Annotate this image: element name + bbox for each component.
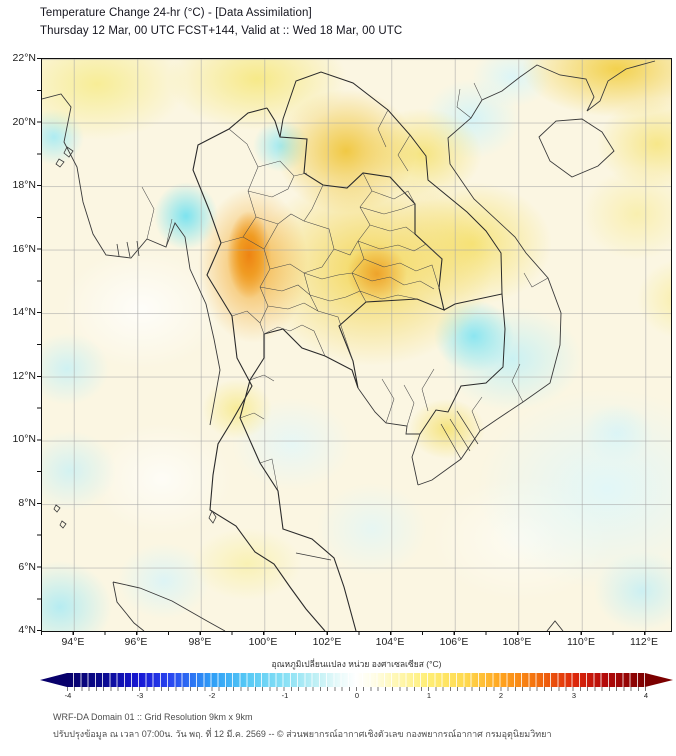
colorbar-tick-label: 4: [643, 691, 649, 700]
map-plot: [41, 58, 672, 632]
cambodia-coastline: [357, 387, 421, 486]
sumatra-coastline: [112, 581, 226, 631]
x-axis-ticks: [41, 631, 671, 635]
hainan-island: [538, 118, 615, 178]
y-tick-label: 14°N: [12, 306, 36, 318]
x-tick-label: 94°E: [61, 636, 85, 648]
page-title: Temperature Change 24-hr (°C) - [Data As…: [40, 7, 312, 19]
y-tick-label: 4°N: [18, 624, 36, 636]
colorbar-tick-label: 2: [498, 691, 504, 700]
x-tick-label: 104°E: [375, 636, 405, 648]
geography-overlay-svg: [42, 60, 656, 631]
footer-domain-info: WRF-DA Domain 01 :: Grid Resolution 9km …: [53, 712, 253, 722]
colorbar-minor-ticks: [67, 687, 646, 691]
colorbar-tick-label: -2: [208, 691, 216, 700]
page-subtitle: Thursday 12 Mar, 00 UTC FCST+144, Valid …: [40, 25, 403, 37]
latlon-gridlines: [42, 59, 671, 631]
laos-border: [279, 71, 503, 311]
colorbar-tick-label: -3: [136, 691, 144, 700]
y-tick-label: 20°N: [12, 116, 36, 128]
x-tick-label: 102°E: [312, 636, 342, 648]
y-tick-label: 16°N: [12, 243, 36, 255]
colorbar-right-arrow: [645, 673, 673, 687]
x-tick-label: 106°E: [439, 636, 469, 648]
x-tick-label: 96°E: [124, 636, 148, 648]
x-tick-label: 98°E: [188, 636, 212, 648]
rakhine-islands: [55, 146, 140, 258]
colorbar-tick-label: 0: [354, 691, 360, 700]
y-tick-label: 8°N: [18, 497, 36, 509]
x-tick-label: 108°E: [502, 636, 532, 648]
colorbar-left-arrow: [40, 673, 67, 687]
colorbar-gradient: [67, 673, 645, 687]
colorbar-tick-label: -1: [281, 691, 289, 700]
colorbar-tick-label: 1: [426, 691, 432, 700]
y-tick-label: 12°N: [12, 370, 36, 382]
colorbar-tick-label: -4: [64, 691, 72, 700]
y-tick-label: 22°N: [12, 52, 36, 64]
borneo-tip: [546, 620, 564, 631]
province-borders: [141, 82, 549, 492]
malaysia-border: [295, 552, 332, 561]
colorbar: [40, 673, 673, 687]
myanmar-coastline: [42, 93, 221, 426]
x-tick-label: 100°E: [248, 636, 278, 648]
footer-update-info: ปรับปรุงข้อมูล ณ เวลา 07:00น. วัน พฤ. ที…: [53, 729, 552, 739]
colorbar-label: อุณหภูมิเปลี่ยนแปลง หน่วย องศาเซลเซียส (…: [271, 659, 442, 669]
y-axis-ticks: [37, 58, 41, 631]
x-tick-label: 110°E: [567, 636, 595, 648]
y-tick-label: 18°N: [12, 179, 36, 191]
map-canvas: [42, 59, 671, 631]
y-tick-label: 6°N: [18, 561, 36, 573]
china-coastline: [519, 60, 656, 112]
thailand-border: [192, 107, 445, 631]
phuket-island: [53, 504, 217, 529]
y-tick-label: 10°N: [12, 433, 36, 445]
x-tick-label: 112°E: [630, 636, 658, 648]
cambodia-vietnam-border: [419, 293, 506, 435]
colorbar-tick-label: 3: [571, 691, 577, 700]
mekong-delta-channels: [440, 410, 479, 460]
